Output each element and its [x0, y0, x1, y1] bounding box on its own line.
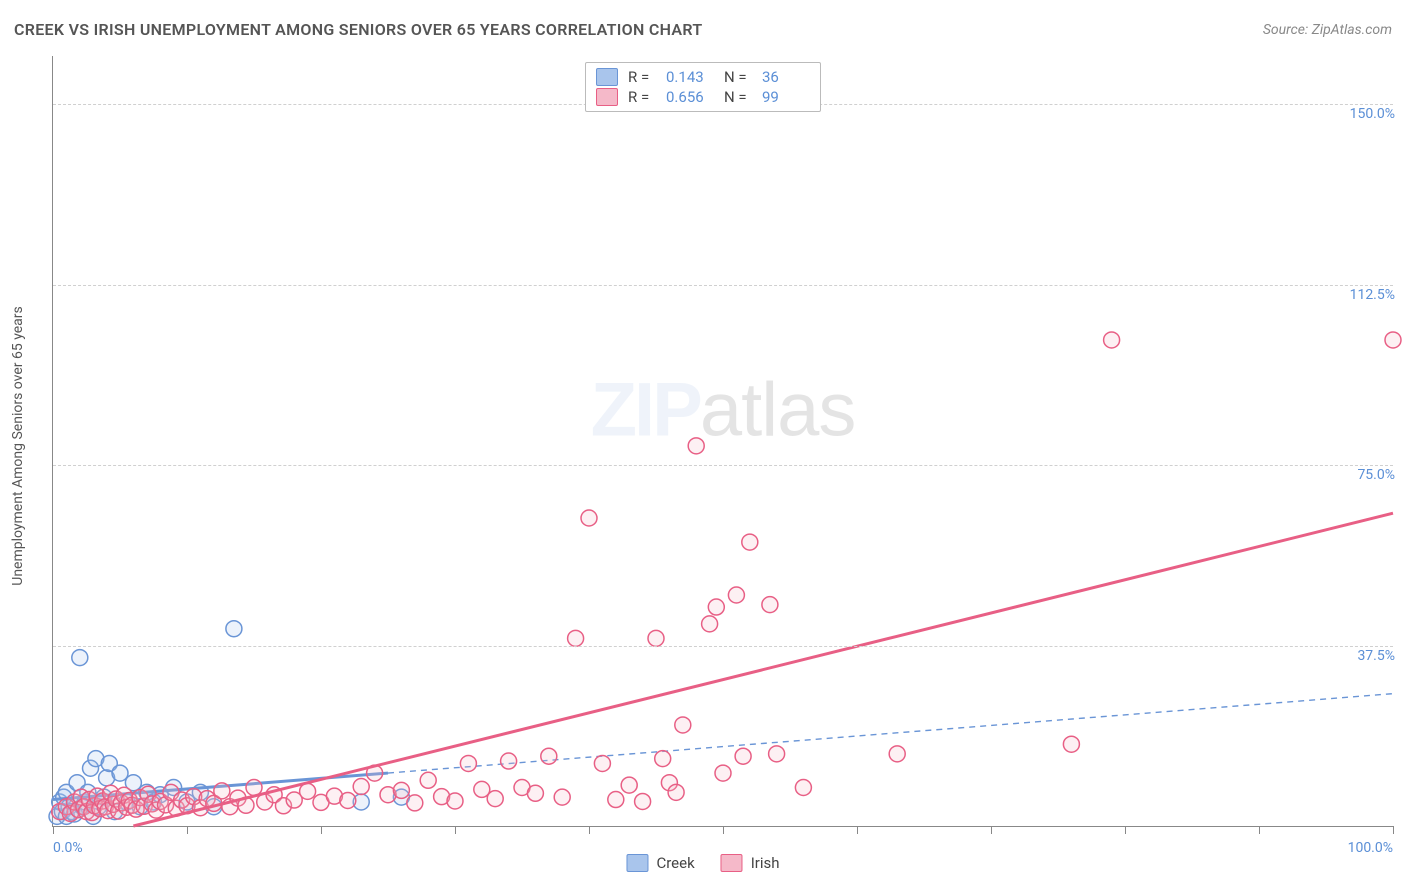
data-point [889, 746, 905, 762]
legend-item-creek: Creek [626, 854, 694, 872]
data-point [742, 534, 758, 550]
data-point [72, 650, 88, 666]
x-tick [1125, 826, 1126, 834]
trend-line-ext [388, 694, 1393, 773]
stats-legend: R = 0.143 N = 36 R = 0.656 N = 99 [585, 62, 821, 112]
legend-label: Irish [751, 854, 780, 872]
grid-line [53, 646, 1393, 647]
data-point [501, 753, 517, 769]
data-point [795, 780, 811, 796]
data-point [608, 792, 624, 808]
data-point [487, 791, 503, 807]
x-tick [723, 826, 724, 834]
x-tick [991, 826, 992, 834]
x-tick [455, 826, 456, 834]
source-label: Source: ZipAtlas.com [1263, 22, 1392, 38]
y-tick-label: 150.0% [1350, 106, 1395, 122]
data-point [635, 793, 651, 809]
y-tick-label: 75.0% [1357, 467, 1395, 483]
x-tick-label: 0.0% [53, 840, 83, 856]
data-point [735, 748, 751, 764]
data-point [655, 751, 671, 767]
stats-row-creek: R = 0.143 N = 36 [596, 67, 810, 87]
x-tick [321, 826, 322, 834]
data-point [393, 782, 409, 798]
legend-item-irish: Irish [721, 854, 780, 872]
trend-line [133, 513, 1393, 826]
swatch-creek-icon [626, 854, 648, 872]
data-point [675, 717, 691, 733]
data-point [581, 510, 597, 526]
scatter-svg [53, 56, 1393, 826]
data-point [769, 746, 785, 762]
data-point [112, 765, 128, 781]
swatch-creek-icon [596, 68, 618, 86]
series-legend: Creek Irish [626, 854, 779, 872]
data-point [353, 779, 369, 795]
data-point [226, 621, 242, 637]
swatch-irish-icon [721, 854, 743, 872]
data-point [300, 783, 316, 799]
data-point [668, 784, 684, 800]
data-point [541, 748, 557, 764]
x-tick [187, 826, 188, 834]
x-tick [857, 826, 858, 834]
x-tick [1259, 826, 1260, 834]
data-point [340, 792, 356, 808]
data-point [648, 630, 664, 646]
data-point [527, 785, 543, 801]
y-axis-label: Unemployment Among Seniors over 65 years [10, 306, 26, 586]
stats-row-irish: R = 0.656 N = 99 [596, 87, 810, 107]
data-point [1063, 736, 1079, 752]
data-point [407, 795, 423, 811]
swatch-irish-icon [596, 88, 618, 106]
x-tick [589, 826, 590, 834]
data-point [420, 772, 436, 788]
data-point [1104, 332, 1120, 348]
data-point [214, 783, 230, 799]
legend-label: Creek [656, 854, 694, 872]
x-tick [1393, 826, 1394, 834]
data-point [554, 789, 570, 805]
x-tick [53, 826, 54, 834]
grid-line [53, 285, 1393, 286]
data-point [762, 597, 778, 613]
y-tick-label: 112.5% [1350, 287, 1395, 303]
data-point [708, 599, 724, 615]
data-point [460, 755, 476, 771]
chart-title: CREEK VS IRISH UNEMPLOYMENT AMONG SENIOR… [14, 20, 703, 39]
data-point [447, 793, 463, 809]
data-point [702, 616, 718, 632]
data-point [246, 780, 262, 796]
data-point [568, 630, 584, 646]
data-point [728, 587, 744, 603]
data-point [688, 438, 704, 454]
data-point [715, 765, 731, 781]
chart-plot-area: ZIPatlas 37.5%75.0%112.5%150.0%0.0%100.0… [52, 56, 1393, 827]
x-tick-label: 100.0% [1348, 840, 1393, 856]
data-point [594, 755, 610, 771]
y-tick-label: 37.5% [1357, 648, 1395, 664]
grid-line [53, 465, 1393, 466]
data-point [1385, 332, 1401, 348]
data-point [621, 777, 637, 793]
